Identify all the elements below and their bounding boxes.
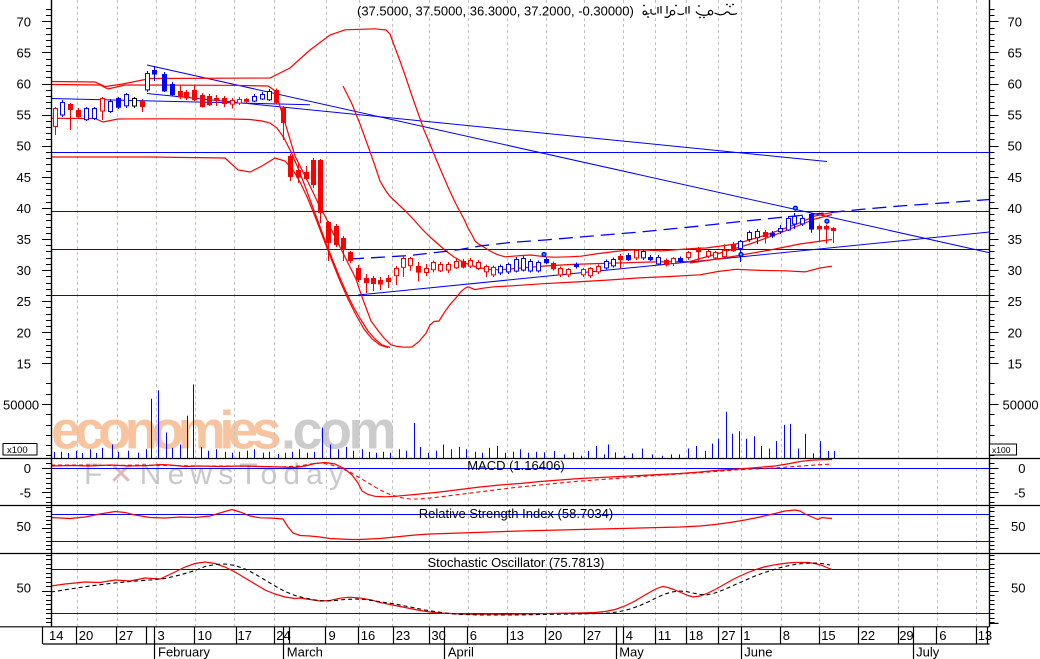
svg-text:x100: x100 bbox=[992, 445, 1011, 455]
svg-text:18: 18 bbox=[689, 628, 703, 643]
svg-text:MACD (1.16406): MACD (1.16406) bbox=[467, 458, 565, 473]
svg-text:March: March bbox=[287, 645, 323, 659]
svg-text:60: 60 bbox=[17, 77, 31, 92]
svg-text:45: 45 bbox=[1008, 170, 1022, 185]
svg-text:15: 15 bbox=[1008, 356, 1022, 371]
svg-text:0: 0 bbox=[1018, 461, 1025, 476]
svg-text:May: May bbox=[619, 645, 644, 659]
svg-text:29: 29 bbox=[899, 628, 913, 643]
svg-text:(37.5000, 37.5000, 36.3000, 37: (37.5000, 37.5000, 36.3000, 37.2000, -0.… bbox=[357, 4, 634, 19]
svg-text:20: 20 bbox=[17, 325, 31, 340]
svg-text:23: 23 bbox=[396, 628, 410, 643]
svg-text:16: 16 bbox=[361, 628, 375, 643]
svg-text:20: 20 bbox=[548, 628, 562, 643]
svg-text:April: April bbox=[448, 645, 474, 659]
svg-text:8: 8 bbox=[783, 628, 790, 643]
svg-text:February: February bbox=[158, 645, 211, 659]
svg-text:50: 50 bbox=[1011, 519, 1025, 534]
svg-text:15: 15 bbox=[821, 628, 835, 643]
svg-text:economies: economies bbox=[51, 401, 280, 461]
svg-text:-5: -5 bbox=[19, 485, 31, 500]
svg-text:20: 20 bbox=[79, 628, 93, 643]
svg-text:55: 55 bbox=[17, 108, 31, 123]
svg-text:Relative Strength Index (58.70: Relative Strength Index (58.7034) bbox=[419, 506, 613, 521]
svg-text:40: 40 bbox=[1008, 201, 1022, 216]
svg-text:25: 25 bbox=[1008, 294, 1022, 309]
svg-text:20: 20 bbox=[1008, 325, 1022, 340]
svg-text:17: 17 bbox=[238, 628, 252, 643]
svg-text:70: 70 bbox=[1008, 14, 1022, 29]
svg-text:x100: x100 bbox=[7, 445, 28, 456]
svg-text:50: 50 bbox=[1008, 139, 1022, 154]
svg-text:60: 60 bbox=[1008, 77, 1022, 92]
svg-text:6: 6 bbox=[470, 628, 477, 643]
svg-text:50000: 50000 bbox=[1003, 398, 1039, 413]
svg-text:45: 45 bbox=[17, 170, 31, 185]
svg-text:15: 15 bbox=[17, 356, 31, 371]
svg-text:30: 30 bbox=[1008, 263, 1022, 278]
svg-text:27: 27 bbox=[721, 628, 735, 643]
svg-text:50000: 50000 bbox=[3, 398, 39, 413]
svg-text:Stochastic Oscillator (75.7813: Stochastic Oscillator (75.7813) bbox=[427, 555, 604, 570]
svg-text:1: 1 bbox=[743, 628, 750, 643]
svg-text:4: 4 bbox=[626, 628, 633, 643]
svg-text:30: 30 bbox=[17, 263, 31, 278]
svg-text:25: 25 bbox=[17, 294, 31, 309]
svg-text:13: 13 bbox=[510, 628, 524, 643]
svg-text:6: 6 bbox=[939, 628, 946, 643]
svg-text:30: 30 bbox=[431, 628, 445, 643]
svg-text:11: 11 bbox=[658, 628, 672, 643]
svg-text:10: 10 bbox=[198, 628, 212, 643]
svg-text:65: 65 bbox=[1008, 45, 1022, 60]
svg-text:50: 50 bbox=[17, 519, 31, 534]
svg-text:35: 35 bbox=[17, 232, 31, 247]
svg-text:-5: -5 bbox=[1014, 485, 1026, 500]
svg-text:35: 35 bbox=[1008, 232, 1022, 247]
svg-text:13: 13 bbox=[978, 628, 992, 643]
svg-text:27: 27 bbox=[587, 628, 601, 643]
svg-text:50: 50 bbox=[1011, 580, 1025, 595]
svg-text:3: 3 bbox=[158, 628, 165, 643]
svg-text:50: 50 bbox=[17, 580, 31, 595]
svg-text:40: 40 bbox=[17, 201, 31, 216]
svg-text:65: 65 bbox=[17, 45, 31, 60]
svg-text:27: 27 bbox=[119, 628, 133, 643]
svg-text:9: 9 bbox=[329, 628, 336, 643]
svg-text:22: 22 bbox=[861, 628, 875, 643]
svg-text:24: 24 bbox=[276, 628, 290, 643]
svg-text:70: 70 bbox=[17, 14, 31, 29]
svg-text:June: June bbox=[744, 645, 772, 659]
svg-text:July: July bbox=[916, 645, 940, 659]
svg-text:50: 50 bbox=[17, 139, 31, 154]
svg-text:0: 0 bbox=[24, 461, 31, 476]
svg-text:14: 14 bbox=[49, 628, 63, 643]
svg-text:55: 55 bbox=[1008, 108, 1022, 123]
